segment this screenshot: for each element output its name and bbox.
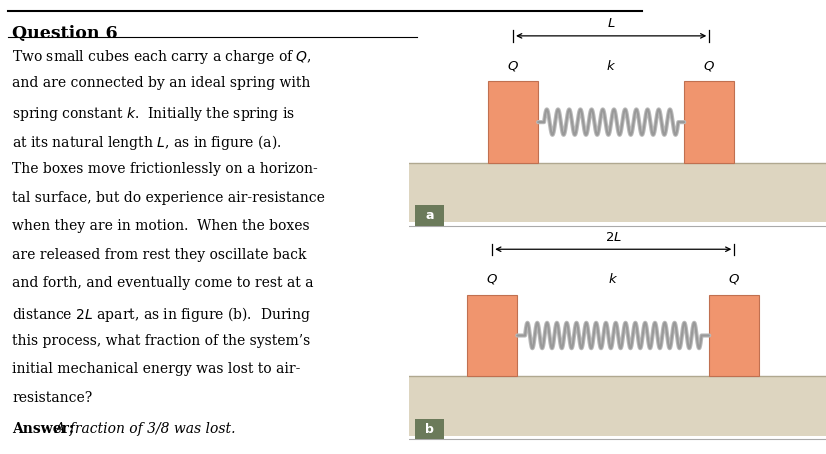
Text: Answer:: Answer: <box>12 422 74 436</box>
Text: and are connected by an ideal spring with: and are connected by an ideal spring wit… <box>12 76 311 90</box>
Text: tal surface, but do experience air-resistance: tal surface, but do experience air-resis… <box>12 191 325 205</box>
Text: $L$: $L$ <box>607 17 615 30</box>
Bar <box>415 205 444 226</box>
Text: $Q$: $Q$ <box>507 59 519 73</box>
Bar <box>409 376 826 436</box>
Text: A fraction of 3/8 was lost.: A fraction of 3/8 was lost. <box>51 422 235 436</box>
Text: b: b <box>425 423 434 435</box>
Text: The boxes move frictionlessly on a horizon-: The boxes move frictionlessly on a horiz… <box>12 162 318 176</box>
Text: $Q$: $Q$ <box>729 272 740 286</box>
Text: Two small cubes each carry a charge of $Q$,: Two small cubes each carry a charge of $… <box>12 48 312 66</box>
Bar <box>468 295 517 376</box>
Bar <box>684 81 734 163</box>
Text: $Q$: $Q$ <box>487 272 498 286</box>
Text: a: a <box>425 209 434 222</box>
Text: distance $2L$ apart, as in figure (b).  During: distance $2L$ apart, as in figure (b). D… <box>12 305 311 324</box>
Text: when they are in motion.  When the boxes: when they are in motion. When the boxes <box>12 219 310 233</box>
Text: and forth, and eventually come to rest at a: and forth, and eventually come to rest a… <box>12 276 314 291</box>
Text: $2L$: $2L$ <box>605 231 622 244</box>
Text: $k$: $k$ <box>606 59 616 73</box>
Text: resistance?: resistance? <box>12 391 93 405</box>
Text: this process, what fraction of the system’s: this process, what fraction of the syste… <box>12 334 311 348</box>
Bar <box>409 163 826 222</box>
Text: $Q$: $Q$ <box>703 59 715 73</box>
Text: $k$: $k$ <box>608 272 619 286</box>
Bar <box>415 419 444 439</box>
Text: spring constant $k$.  Initially the spring is: spring constant $k$. Initially the sprin… <box>12 105 296 123</box>
Text: Question 6: Question 6 <box>12 25 118 42</box>
Bar <box>488 81 539 163</box>
Text: at its natural length $L$, as in figure (a).: at its natural length $L$, as in figure … <box>12 133 282 153</box>
Text: are released from rest they oscillate back: are released from rest they oscillate ba… <box>12 248 306 262</box>
Text: initial mechanical energy was lost to air-: initial mechanical energy was lost to ai… <box>12 362 301 376</box>
Bar <box>710 295 759 376</box>
